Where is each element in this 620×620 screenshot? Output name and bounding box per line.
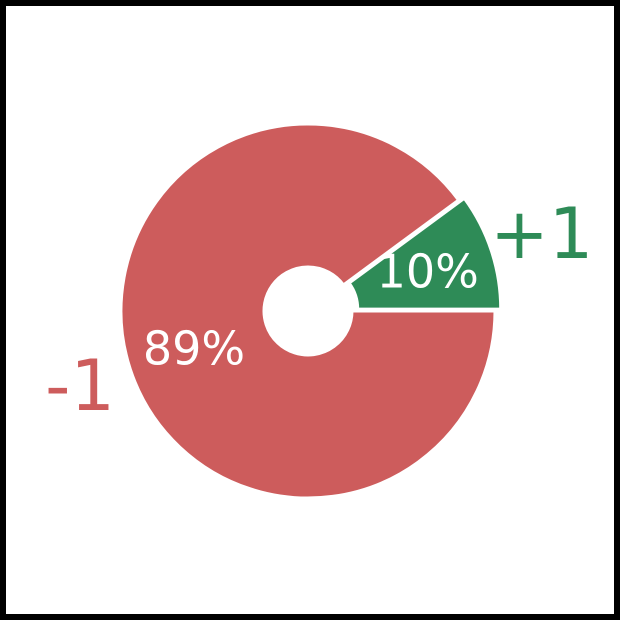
pie-slice-plus-one	[347, 196, 503, 311]
slice-value-label: 89%	[143, 321, 245, 375]
labels-group: 10% +1 89% -1	[45, 193, 593, 427]
slices-group	[119, 122, 503, 500]
category-label: +1	[490, 193, 593, 275]
pie-slice-minus-one	[119, 122, 497, 500]
slice-value-label: 10%	[377, 245, 479, 299]
category-label: -1	[45, 345, 115, 427]
